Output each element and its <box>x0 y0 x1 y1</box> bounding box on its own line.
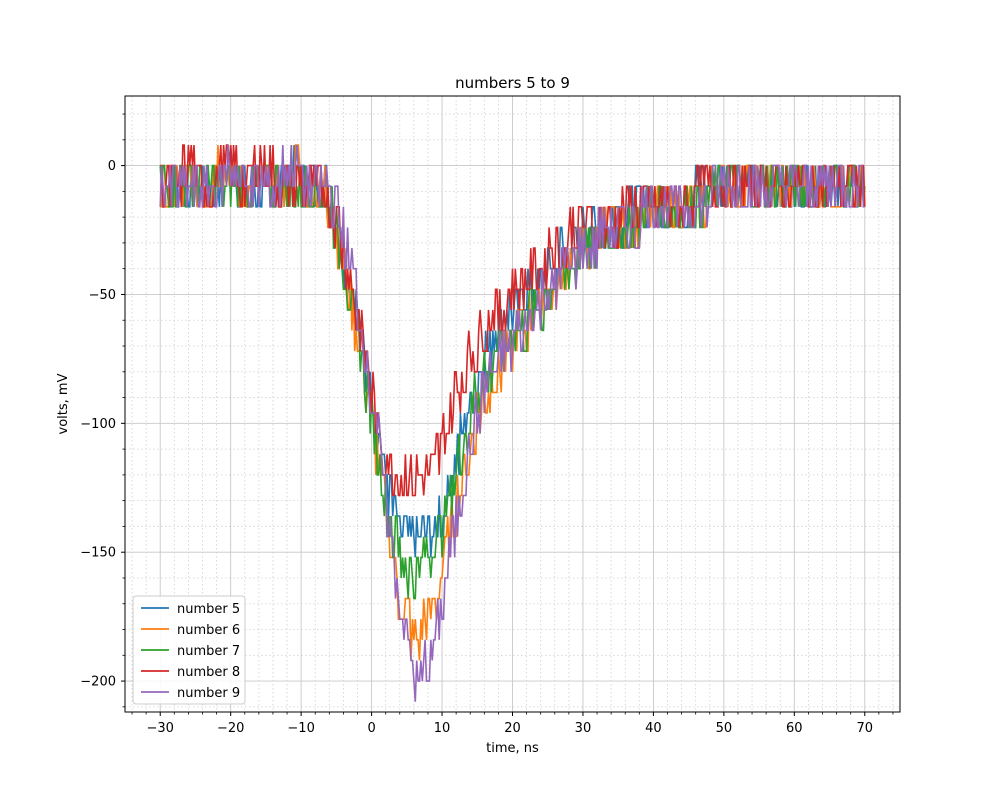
legend-box <box>132 595 246 705</box>
series-line-9 <box>159 144 865 702</box>
legend-entry-label: number 7 <box>177 644 240 659</box>
x-tick-label: 50 <box>716 721 733 736</box>
x-tick-label: −20 <box>217 721 244 736</box>
y-tick-label: 0 <box>108 159 116 174</box>
x-tick-label: 10 <box>434 721 451 736</box>
series-layer <box>159 144 866 702</box>
chart-title: numbers 5 to 9 <box>455 74 570 92</box>
y-tick-label: −100 <box>80 417 116 432</box>
legend-entry-label: number 6 <box>177 623 240 638</box>
x-tick-label: 60 <box>786 721 803 736</box>
y-tick-label: −50 <box>89 288 116 303</box>
legend-entry-label: number 5 <box>177 602 240 617</box>
x-tick-label: 70 <box>856 721 873 736</box>
series-line-8 <box>160 144 866 497</box>
x-tick-label: −10 <box>287 721 314 736</box>
x-tick-label: 40 <box>645 721 662 736</box>
y-tick-label: −200 <box>80 675 116 690</box>
axis-ticks: −30 −20 −10 0 10 20 30 40 50 60 700−50−100−150−200 <box>80 113 894 736</box>
x-tick-label: 0 <box>367 721 375 736</box>
y-tick-label: −150 <box>80 546 116 561</box>
x-tick-label: −30 <box>147 721 174 736</box>
legend: number 5 number 6 number 7 number 8 number 9 <box>132 595 246 705</box>
legend-entry-label: number 8 <box>177 665 240 680</box>
x-axis-label: time, ns <box>486 741 539 756</box>
y-axis-label: volts, mV <box>56 373 71 434</box>
x-tick-label: 20 <box>504 721 521 736</box>
legend-entry-label: number 9 <box>177 686 240 701</box>
x-tick-label: 30 <box>575 721 592 736</box>
